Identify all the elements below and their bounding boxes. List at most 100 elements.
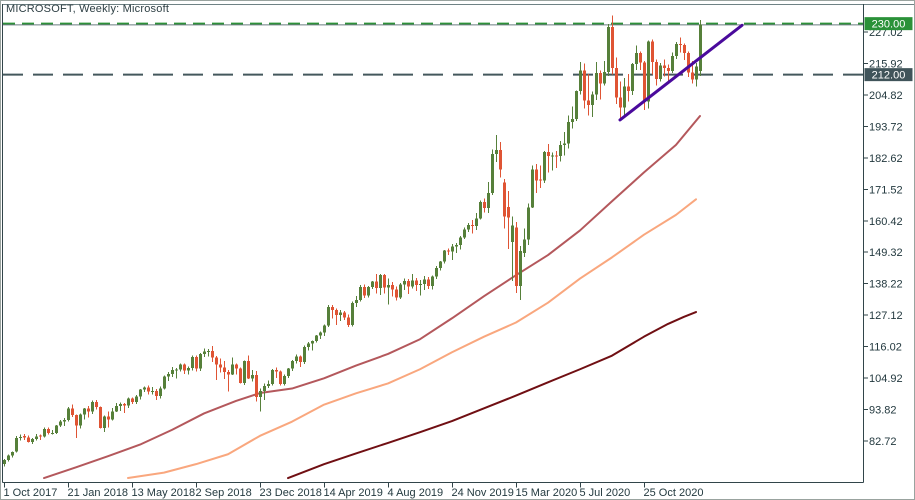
candle-up xyxy=(607,26,610,72)
price-axis-label: 104.92 xyxy=(869,373,903,385)
candle-down xyxy=(663,65,666,68)
candle-up xyxy=(575,90,578,120)
candle-up xyxy=(479,201,482,219)
candle-up xyxy=(167,374,170,377)
price-level-badge-212.00[interactable] xyxy=(864,68,913,82)
candle-down xyxy=(627,86,630,92)
price-axis[interactable] xyxy=(864,4,915,483)
price-axis-label: 116.02 xyxy=(869,342,902,354)
candle-up xyxy=(327,307,330,326)
candle-up xyxy=(135,396,138,403)
candle-up xyxy=(251,374,254,379)
candle-up xyxy=(171,370,174,375)
candle-down xyxy=(215,357,218,365)
candle-down xyxy=(155,390,158,396)
candle-up xyxy=(519,251,522,286)
candle-down xyxy=(555,155,558,157)
date-axis-label: 14 Apr 2019 xyxy=(324,487,383,499)
candle-down xyxy=(87,408,90,412)
candle-down xyxy=(235,364,238,369)
candle-up xyxy=(119,403,122,407)
ma-mid-line xyxy=(127,198,697,480)
candle-up xyxy=(567,122,570,144)
candle-up xyxy=(111,411,114,420)
candle-down xyxy=(643,62,646,102)
candle-down xyxy=(75,415,78,426)
candle-up xyxy=(303,346,306,363)
candle-down xyxy=(539,179,542,181)
candle-up xyxy=(339,312,342,316)
candle-up xyxy=(411,280,414,287)
candle-up xyxy=(11,451,14,456)
candle-down xyxy=(547,151,550,157)
candle-down xyxy=(95,401,98,408)
price-axis-label: 215.92 xyxy=(869,59,903,71)
candle-up xyxy=(15,437,18,452)
candle-down xyxy=(71,408,74,416)
candle-up xyxy=(695,66,698,80)
candle-down xyxy=(651,41,654,62)
candle-up xyxy=(291,360,294,369)
candle-up xyxy=(631,63,634,92)
candle-up xyxy=(283,375,286,384)
candle-up xyxy=(491,154,494,194)
candle-up xyxy=(523,239,526,254)
date-axis-label: 24 Nov 2019 xyxy=(452,487,514,499)
date-axis-label: 15 Mar 2020 xyxy=(516,487,578,499)
candle-up xyxy=(359,287,362,300)
candle-up xyxy=(559,144,562,156)
candle-down xyxy=(247,361,250,379)
candle-up xyxy=(3,459,6,465)
candle-up xyxy=(487,193,490,208)
candle-down xyxy=(471,224,474,226)
price-axis-label: 171.52 xyxy=(869,184,903,196)
candle-up xyxy=(55,425,58,433)
price-level-badge-label: 212.00 xyxy=(872,70,906,82)
candle-up xyxy=(67,408,70,421)
candle-up xyxy=(439,261,442,269)
time-axis[interactable] xyxy=(1,483,915,500)
candle-up xyxy=(403,281,406,285)
candle-down xyxy=(615,68,618,98)
candle-up xyxy=(431,276,434,286)
candle-up xyxy=(287,368,290,376)
candle-down xyxy=(227,372,230,375)
candle-up xyxy=(675,44,678,56)
candle-down xyxy=(47,429,50,433)
price-level-badge-230.00[interactable] xyxy=(864,17,913,31)
candle-up xyxy=(35,436,38,440)
price-axis-label: 127.12 xyxy=(869,310,903,322)
candle-up xyxy=(579,70,582,91)
candle-up xyxy=(307,343,310,347)
candle-up xyxy=(323,325,326,333)
candle-down xyxy=(183,364,186,371)
candle-up xyxy=(315,335,318,342)
candle-up xyxy=(419,283,422,286)
candle-down xyxy=(347,317,350,325)
candle-down xyxy=(363,287,366,296)
candle-up xyxy=(595,73,598,95)
candle-up xyxy=(199,353,202,369)
candle-down xyxy=(407,281,410,287)
candle-up xyxy=(203,351,206,354)
ma-slow-line xyxy=(287,311,697,480)
candle-up xyxy=(455,245,458,247)
candle-up xyxy=(463,229,466,238)
candle-up xyxy=(271,370,274,384)
candle-up xyxy=(91,401,94,412)
chart-symbol-label: MICROSOFT, Weekly: Microsoft xyxy=(6,3,170,15)
candle-down xyxy=(383,274,386,288)
candle-up xyxy=(103,416,106,429)
candle-down xyxy=(107,416,110,420)
trendline[interactable] xyxy=(618,23,744,122)
candle-up xyxy=(355,299,358,303)
candle-up xyxy=(51,432,54,434)
candle-up xyxy=(59,421,62,426)
candle-up xyxy=(379,274,382,289)
candle-down xyxy=(335,310,338,316)
date-axis-label: 21 Jan 2018 xyxy=(68,487,129,499)
candle-up xyxy=(467,224,470,230)
candle-down xyxy=(639,52,642,63)
candle-up xyxy=(399,284,402,298)
